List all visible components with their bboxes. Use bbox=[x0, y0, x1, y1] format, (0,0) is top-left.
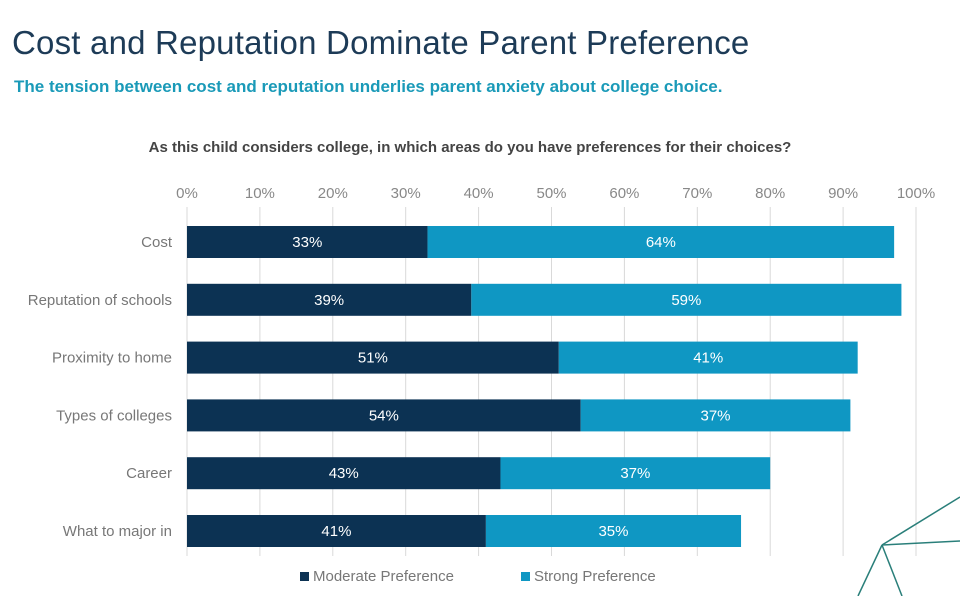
legend-item-moderate: Moderate Preference bbox=[300, 568, 454, 585]
x-tick-label: 80% bbox=[755, 185, 785, 202]
x-tick-label: 10% bbox=[245, 185, 275, 202]
x-tick-label: 0% bbox=[176, 185, 198, 202]
data-label: 51% bbox=[358, 350, 388, 367]
x-axis-ticks: 0% 10% 20% 30% 40% 50% 60% 70% 80% 90% 100% bbox=[176, 185, 935, 202]
data-label: 59% bbox=[671, 292, 701, 309]
bar-segment bbox=[187, 226, 428, 258]
legend-label-moderate: Moderate Preference bbox=[313, 568, 454, 585]
bar-segment bbox=[187, 457, 501, 490]
x-tick-label: 30% bbox=[391, 185, 421, 202]
x-tick-label: 50% bbox=[536, 185, 566, 202]
category-label: Proximity to home bbox=[52, 350, 172, 367]
decorative-network-lines bbox=[857, 496, 960, 596]
bar-segment bbox=[500, 457, 771, 490]
category-label: Cost bbox=[141, 234, 173, 251]
category-label: Types of colleges bbox=[56, 407, 172, 424]
decor-line bbox=[857, 544, 883, 596]
decor-line bbox=[881, 540, 960, 546]
data-label: 41% bbox=[321, 523, 351, 540]
data-label: 33% bbox=[292, 234, 322, 251]
bar-segment bbox=[187, 341, 559, 374]
data-label: 37% bbox=[701, 407, 731, 424]
category-label: Career bbox=[126, 465, 172, 482]
x-tick-label: 70% bbox=[682, 185, 712, 202]
slide-subtitle: The tension between cost and reputation … bbox=[14, 77, 723, 96]
bar-segment bbox=[558, 341, 858, 374]
bar-segment bbox=[471, 283, 902, 316]
legend-swatch-strong bbox=[521, 572, 530, 581]
data-label: 64% bbox=[646, 234, 676, 251]
category-label: Reputation of schools bbox=[28, 292, 172, 309]
x-tick-label: 40% bbox=[464, 185, 494, 202]
data-label: 37% bbox=[620, 465, 650, 482]
legend-item-strong: Strong Preference bbox=[521, 568, 656, 585]
bar-segment bbox=[187, 515, 486, 547]
slide-title: Cost and Reputation Dominate Parent Pref… bbox=[12, 24, 750, 61]
chart-title: As this child considers college, in whic… bbox=[148, 139, 792, 156]
decor-line bbox=[881, 496, 960, 546]
data-label: 35% bbox=[598, 523, 628, 540]
bar-segment bbox=[187, 283, 472, 316]
x-tick-label: 100% bbox=[897, 185, 935, 202]
x-tick-label: 60% bbox=[609, 185, 639, 202]
bar-segment bbox=[187, 399, 581, 432]
bar-segment bbox=[580, 399, 851, 432]
data-label: 39% bbox=[314, 292, 344, 309]
data-label: 54% bbox=[369, 407, 399, 424]
data-label: 41% bbox=[693, 350, 723, 367]
decor-line bbox=[881, 544, 903, 596]
bar-segment bbox=[485, 515, 742, 547]
data-label: 43% bbox=[329, 465, 359, 482]
x-tick-label: 90% bbox=[828, 185, 858, 202]
bars: 33% 64% 39% 59% 51% 41% 54% 37% 43% 37% 41% 35% bbox=[187, 226, 902, 547]
category-labels: Cost Reputation of schools Proximity to ho… bbox=[28, 234, 173, 540]
legend-label-strong: Strong Preference bbox=[534, 568, 656, 585]
category-label: What to major in bbox=[63, 523, 172, 540]
x-tick-label: 20% bbox=[318, 185, 348, 202]
bar-segment bbox=[427, 226, 895, 258]
gridlines bbox=[186, 207, 917, 556]
legend-swatch-moderate bbox=[300, 572, 309, 581]
